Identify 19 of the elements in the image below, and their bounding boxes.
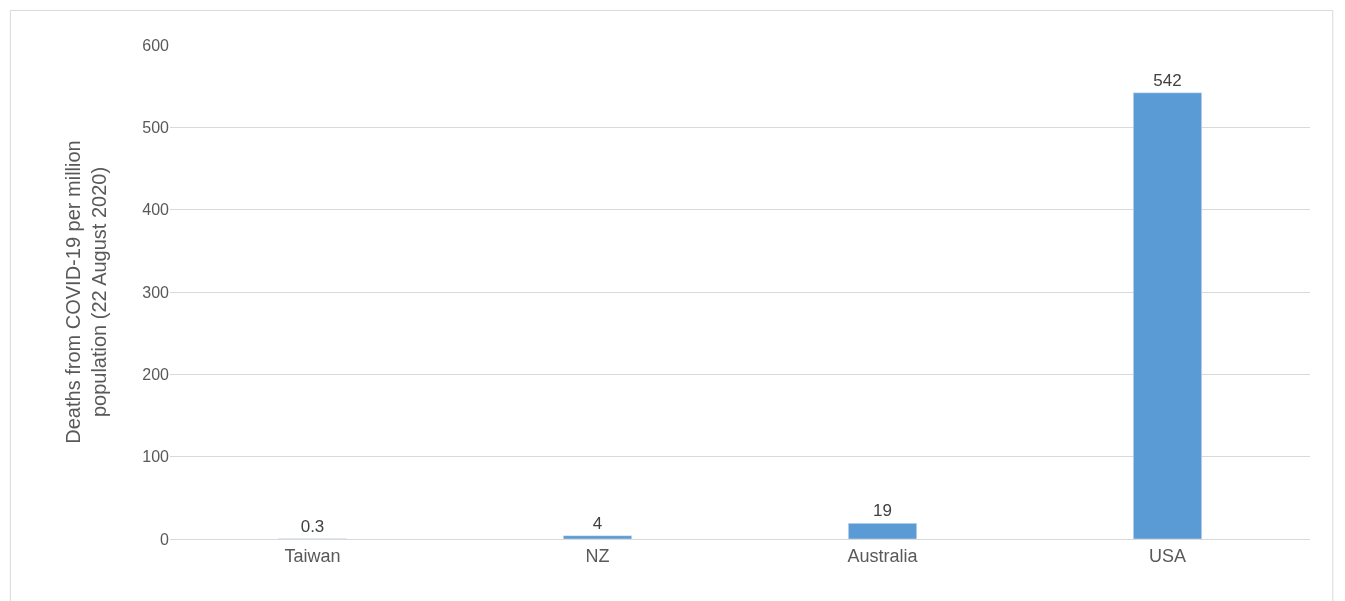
x-tick-label: Taiwan [284, 545, 341, 566]
y-tick-label: 200 [142, 365, 170, 383]
x-tick-label: Australia [847, 545, 919, 566]
bar [848, 523, 917, 539]
x-tick-label: NZ [585, 545, 610, 566]
y-tick-label: 100 [142, 448, 170, 466]
y-tick-label: 500 [142, 118, 170, 136]
y-tick-label: 300 [142, 283, 170, 301]
y-tick-label: 0 [160, 530, 170, 548]
bar [1133, 92, 1202, 539]
data-label: 4 [592, 513, 603, 533]
y-tick-label: 400 [142, 201, 170, 219]
data-label: 0.3 [300, 516, 325, 536]
bar [563, 535, 632, 539]
data-label: 542 [1153, 70, 1182, 90]
x-tick-label: USA [1148, 545, 1187, 566]
y-axis-title: Deaths from COVID-19 per million population (22 August 2020) [61, 140, 110, 444]
y-tick-label: 600 [142, 36, 170, 54]
data-label: 19 [873, 501, 892, 521]
